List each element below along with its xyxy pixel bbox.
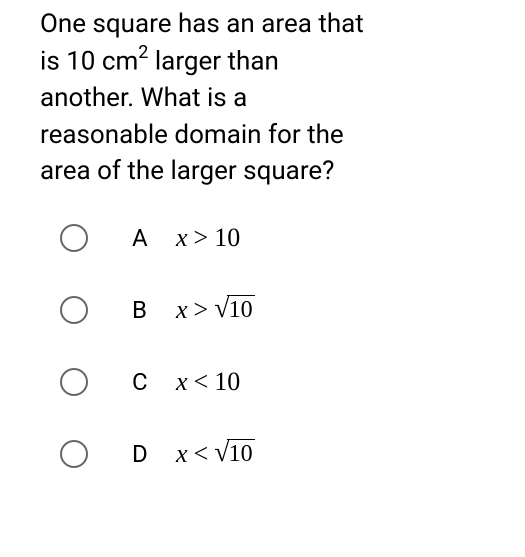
value: 10: [214, 367, 240, 397]
question-line3: another. What is a: [40, 83, 247, 113]
sqrt-icon: √ 10: [214, 295, 254, 325]
operator: >: [194, 223, 209, 253]
option-letter: B: [132, 296, 160, 324]
sqrt-icon: √ 10: [214, 439, 254, 469]
option-c[interactable]: C x < 10: [60, 362, 460, 402]
option-expression: x > √ 10: [176, 295, 255, 325]
radicand: 10: [227, 295, 255, 325]
options-group: A x > 10 B x > √ 10 C x < 10 D x: [60, 218, 460, 506]
radicand: 10: [227, 439, 255, 469]
question-line5: area of the larger square?: [40, 156, 334, 186]
question-stem: One square has an area that is 10 cm2 la…: [40, 6, 470, 190]
option-expression: x > 10: [176, 223, 240, 253]
option-letter: A: [132, 224, 160, 252]
question-line2a: is 10 cm: [40, 47, 138, 77]
option-d[interactable]: D x < √ 10: [60, 434, 460, 474]
option-letter: C: [132, 368, 160, 396]
question-superscript: 2: [138, 42, 148, 63]
variable-x: x: [176, 223, 188, 253]
option-a[interactable]: A x > 10: [60, 218, 460, 258]
variable-x: x: [176, 295, 188, 325]
option-expression: x < 10: [176, 367, 240, 397]
radio-icon[interactable]: [60, 224, 88, 252]
radio-icon[interactable]: [60, 368, 88, 396]
question-line2b: larger than: [148, 47, 278, 77]
option-expression: x < √ 10: [176, 439, 255, 469]
option-letter: D: [132, 440, 160, 468]
radio-icon[interactable]: [60, 440, 88, 468]
option-b[interactable]: B x > √ 10: [60, 290, 460, 330]
radio-icon[interactable]: [60, 296, 88, 324]
question-line1: One square has an area that: [40, 9, 364, 39]
variable-x: x: [176, 367, 188, 397]
operator: <: [194, 439, 209, 469]
variable-x: x: [176, 439, 188, 469]
question-line4: reasonable domain for the: [40, 120, 344, 150]
value: 10: [214, 223, 240, 253]
operator: >: [194, 295, 209, 325]
operator: <: [194, 367, 209, 397]
